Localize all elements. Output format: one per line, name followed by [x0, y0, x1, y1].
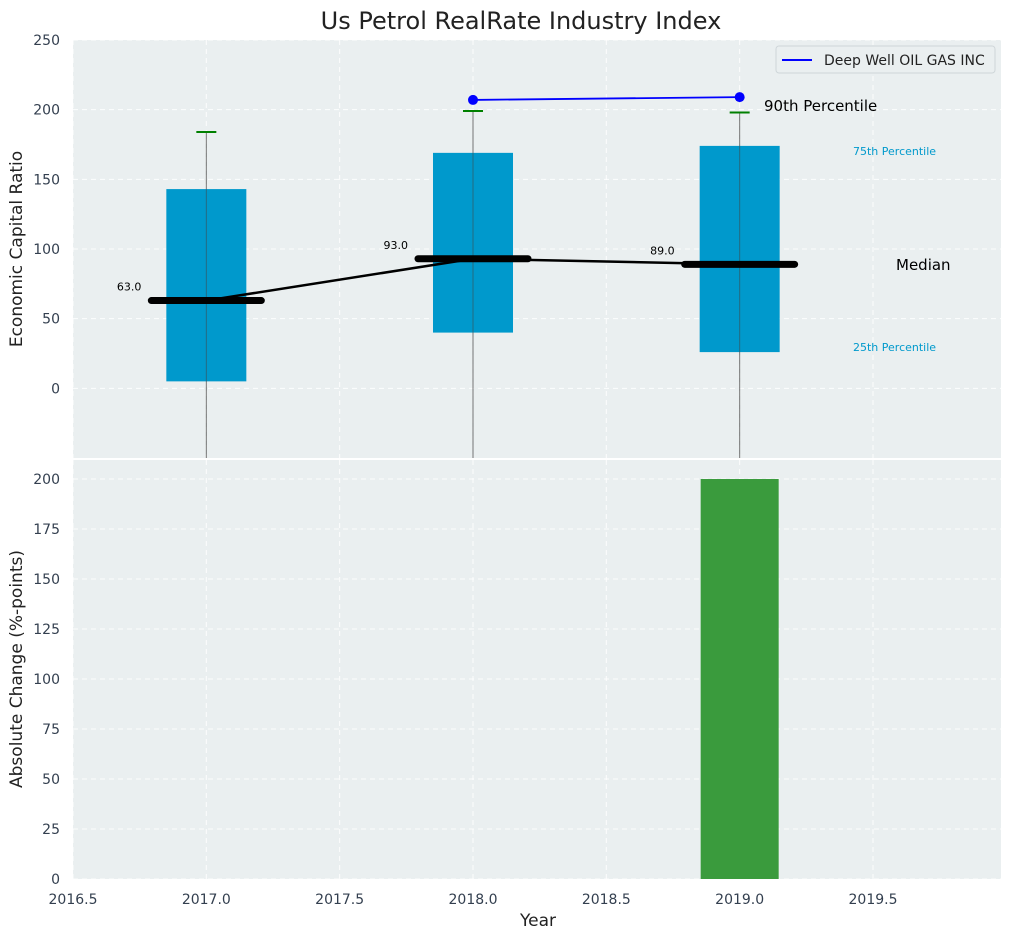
- x-tick-label: 2017.0: [182, 892, 231, 908]
- bottom-y-tick-label: 150: [33, 572, 60, 588]
- series-point-2019: [734, 92, 745, 103]
- bottom-y-tick-label: 50: [42, 772, 60, 788]
- bottom-y-tick-label: 200: [33, 472, 60, 488]
- legend-box: [775, 45, 996, 74]
- top-y-tick-label: 0: [51, 381, 60, 397]
- bottom-y-tick-label: 100: [33, 672, 60, 688]
- x-axis-label: Year: [519, 911, 556, 931]
- bottom-plot-area: [73, 460, 1001, 879]
- bottom-y-ticks: 0 25 50 75 100 125 150 175 200: [33, 472, 60, 888]
- median-label-2017: 63.0: [117, 281, 142, 294]
- top-y-axis-label: Economic Capital Ratio: [7, 151, 27, 347]
- x-ticks: 2016.5 2017.0 2017.5 2018.0 2018.5 2019.0 2019…: [49, 892, 898, 908]
- top-y-ticks: 0 50 100 150 200 250: [33, 33, 60, 397]
- bottom-y-tick-label: 125: [33, 622, 60, 638]
- annotation-median: Median: [896, 256, 951, 274]
- top-y-tick-label: 150: [33, 172, 60, 188]
- top-y-tick-label: 100: [33, 242, 60, 258]
- series-point-2018: [468, 94, 478, 105]
- annotation-75th: 75th Percentile: [853, 145, 936, 158]
- bottom-y-tick-label: 0: [51, 872, 60, 888]
- chart-title: Us Petrol RealRate Industry Index: [321, 7, 722, 35]
- bottom-y-tick-label: 175: [33, 522, 60, 538]
- top-y-tick-label: 50: [42, 312, 60, 328]
- legend: Deep Well OIL GAS INC: [775, 45, 996, 74]
- top-y-tick-label: 250: [33, 33, 60, 49]
- bar-2019: [700, 479, 779, 879]
- bottom-plot-content: [700, 479, 779, 879]
- top-plot-content: [147, 92, 799, 458]
- x-tick-label: 2019.0: [715, 892, 764, 908]
- bottom-y-axis-label: Absolute Change (%-points): [7, 550, 27, 788]
- median-label-2019: 89.0: [650, 244, 675, 257]
- series-line: [472, 96, 740, 101]
- legend-label: Deep Well OIL GAS INC: [824, 53, 985, 69]
- annotation-25th: 25th Percentile: [853, 341, 936, 354]
- x-tick-label: 2018.5: [582, 892, 631, 908]
- top-y-tick-label: 200: [33, 103, 60, 119]
- x-tick-label: 2019.5: [849, 892, 898, 908]
- x-tick-label: 2016.5: [49, 892, 98, 908]
- x-tick-label: 2017.5: [315, 892, 364, 908]
- median-label-2018: 93.0: [384, 239, 409, 252]
- bottom-y-tick-label: 75: [42, 722, 60, 738]
- x-tick-label: 2018.0: [449, 892, 498, 908]
- bottom-grid: [72, 460, 1001, 880]
- annotation-90th: 90th Percentile: [764, 97, 877, 115]
- bottom-y-tick-label: 25: [42, 822, 60, 838]
